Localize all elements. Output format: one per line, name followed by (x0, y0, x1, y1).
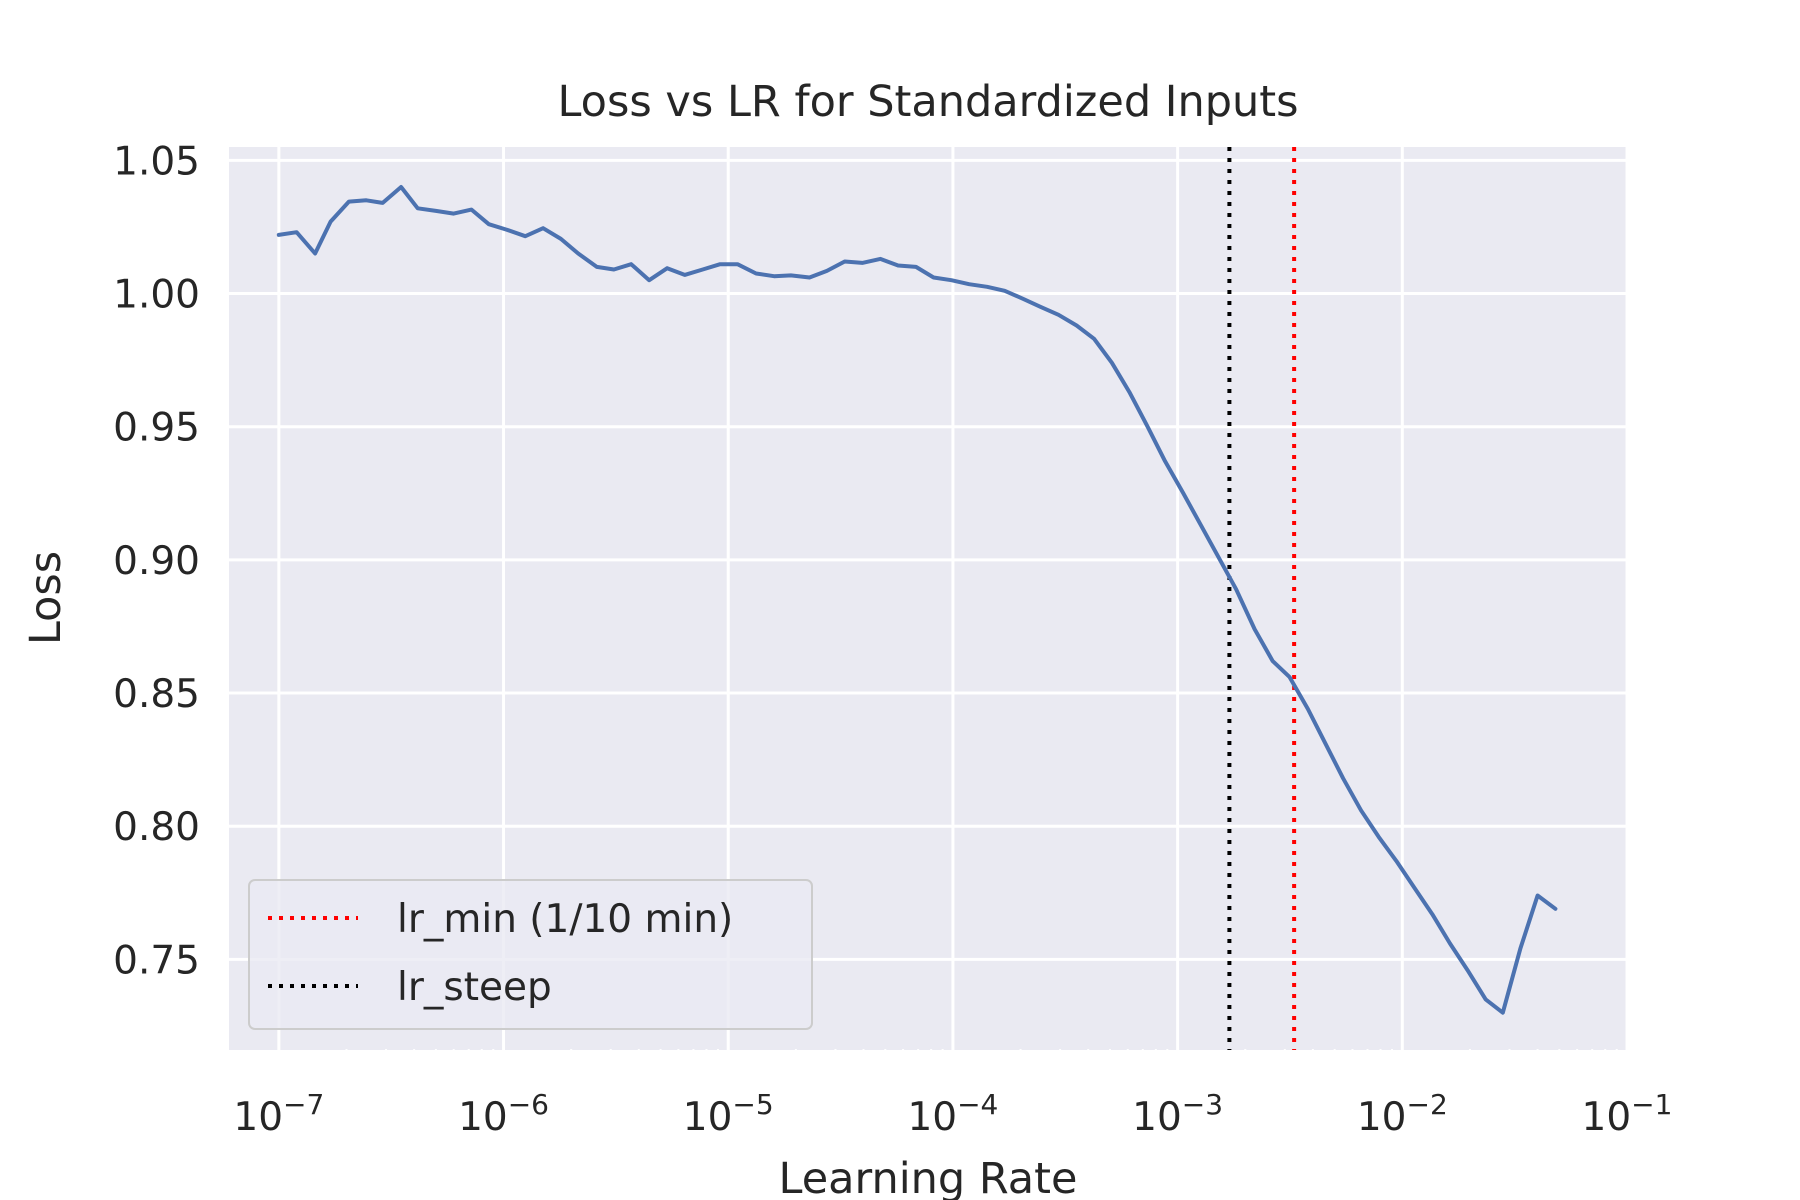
y-tick-labels: 0.75 0.80 0.85 0.90 0.95 1.00 1.05 (113, 139, 200, 983)
legend-label-lr-min: lr_min (1/10 min) (397, 897, 733, 942)
y-tick-label: 1.05 (113, 139, 200, 184)
y-tick-label: 0.95 (113, 406, 200, 451)
y-tick-label: 0.90 (113, 539, 200, 584)
series-line (276, 185, 1558, 1015)
x-tick-label: 10−6 (458, 1088, 549, 1140)
y-tick-label: 0.75 (113, 938, 200, 983)
legend-box (248, 879, 813, 1030)
y-axis-label: Loss (21, 551, 71, 645)
x-tick-label: 10−4 (907, 1088, 998, 1140)
y-tick-label: 1.00 (113, 273, 200, 318)
x-tick-label: 10−3 (1132, 1088, 1223, 1140)
legend-label-lr-steep: lr_steep (397, 965, 552, 1010)
x-axis-label: Learning Rate (779, 1154, 1078, 1200)
reference-lines (1227, 147, 1297, 1050)
x-tick-label: 10−7 (233, 1088, 324, 1140)
y-tick-label: 0.80 (113, 805, 200, 850)
y-tick-label: 0.85 (113, 672, 200, 717)
x-tick-label: 10−5 (683, 1088, 774, 1140)
chart-title: Loss vs LR for Standardized Inputs (557, 77, 1298, 127)
legend: lr_min (1/10 min) lr_steep (248, 879, 813, 1030)
x-tick-label: 10−2 (1357, 1088, 1448, 1140)
x-tick-label: 10−1 (1582, 1088, 1673, 1140)
series-lines (276, 185, 1558, 1015)
x-tick-labels: 10−7 10−6 10−5 10−4 10−3 10−2 10−1 (233, 1088, 1672, 1140)
